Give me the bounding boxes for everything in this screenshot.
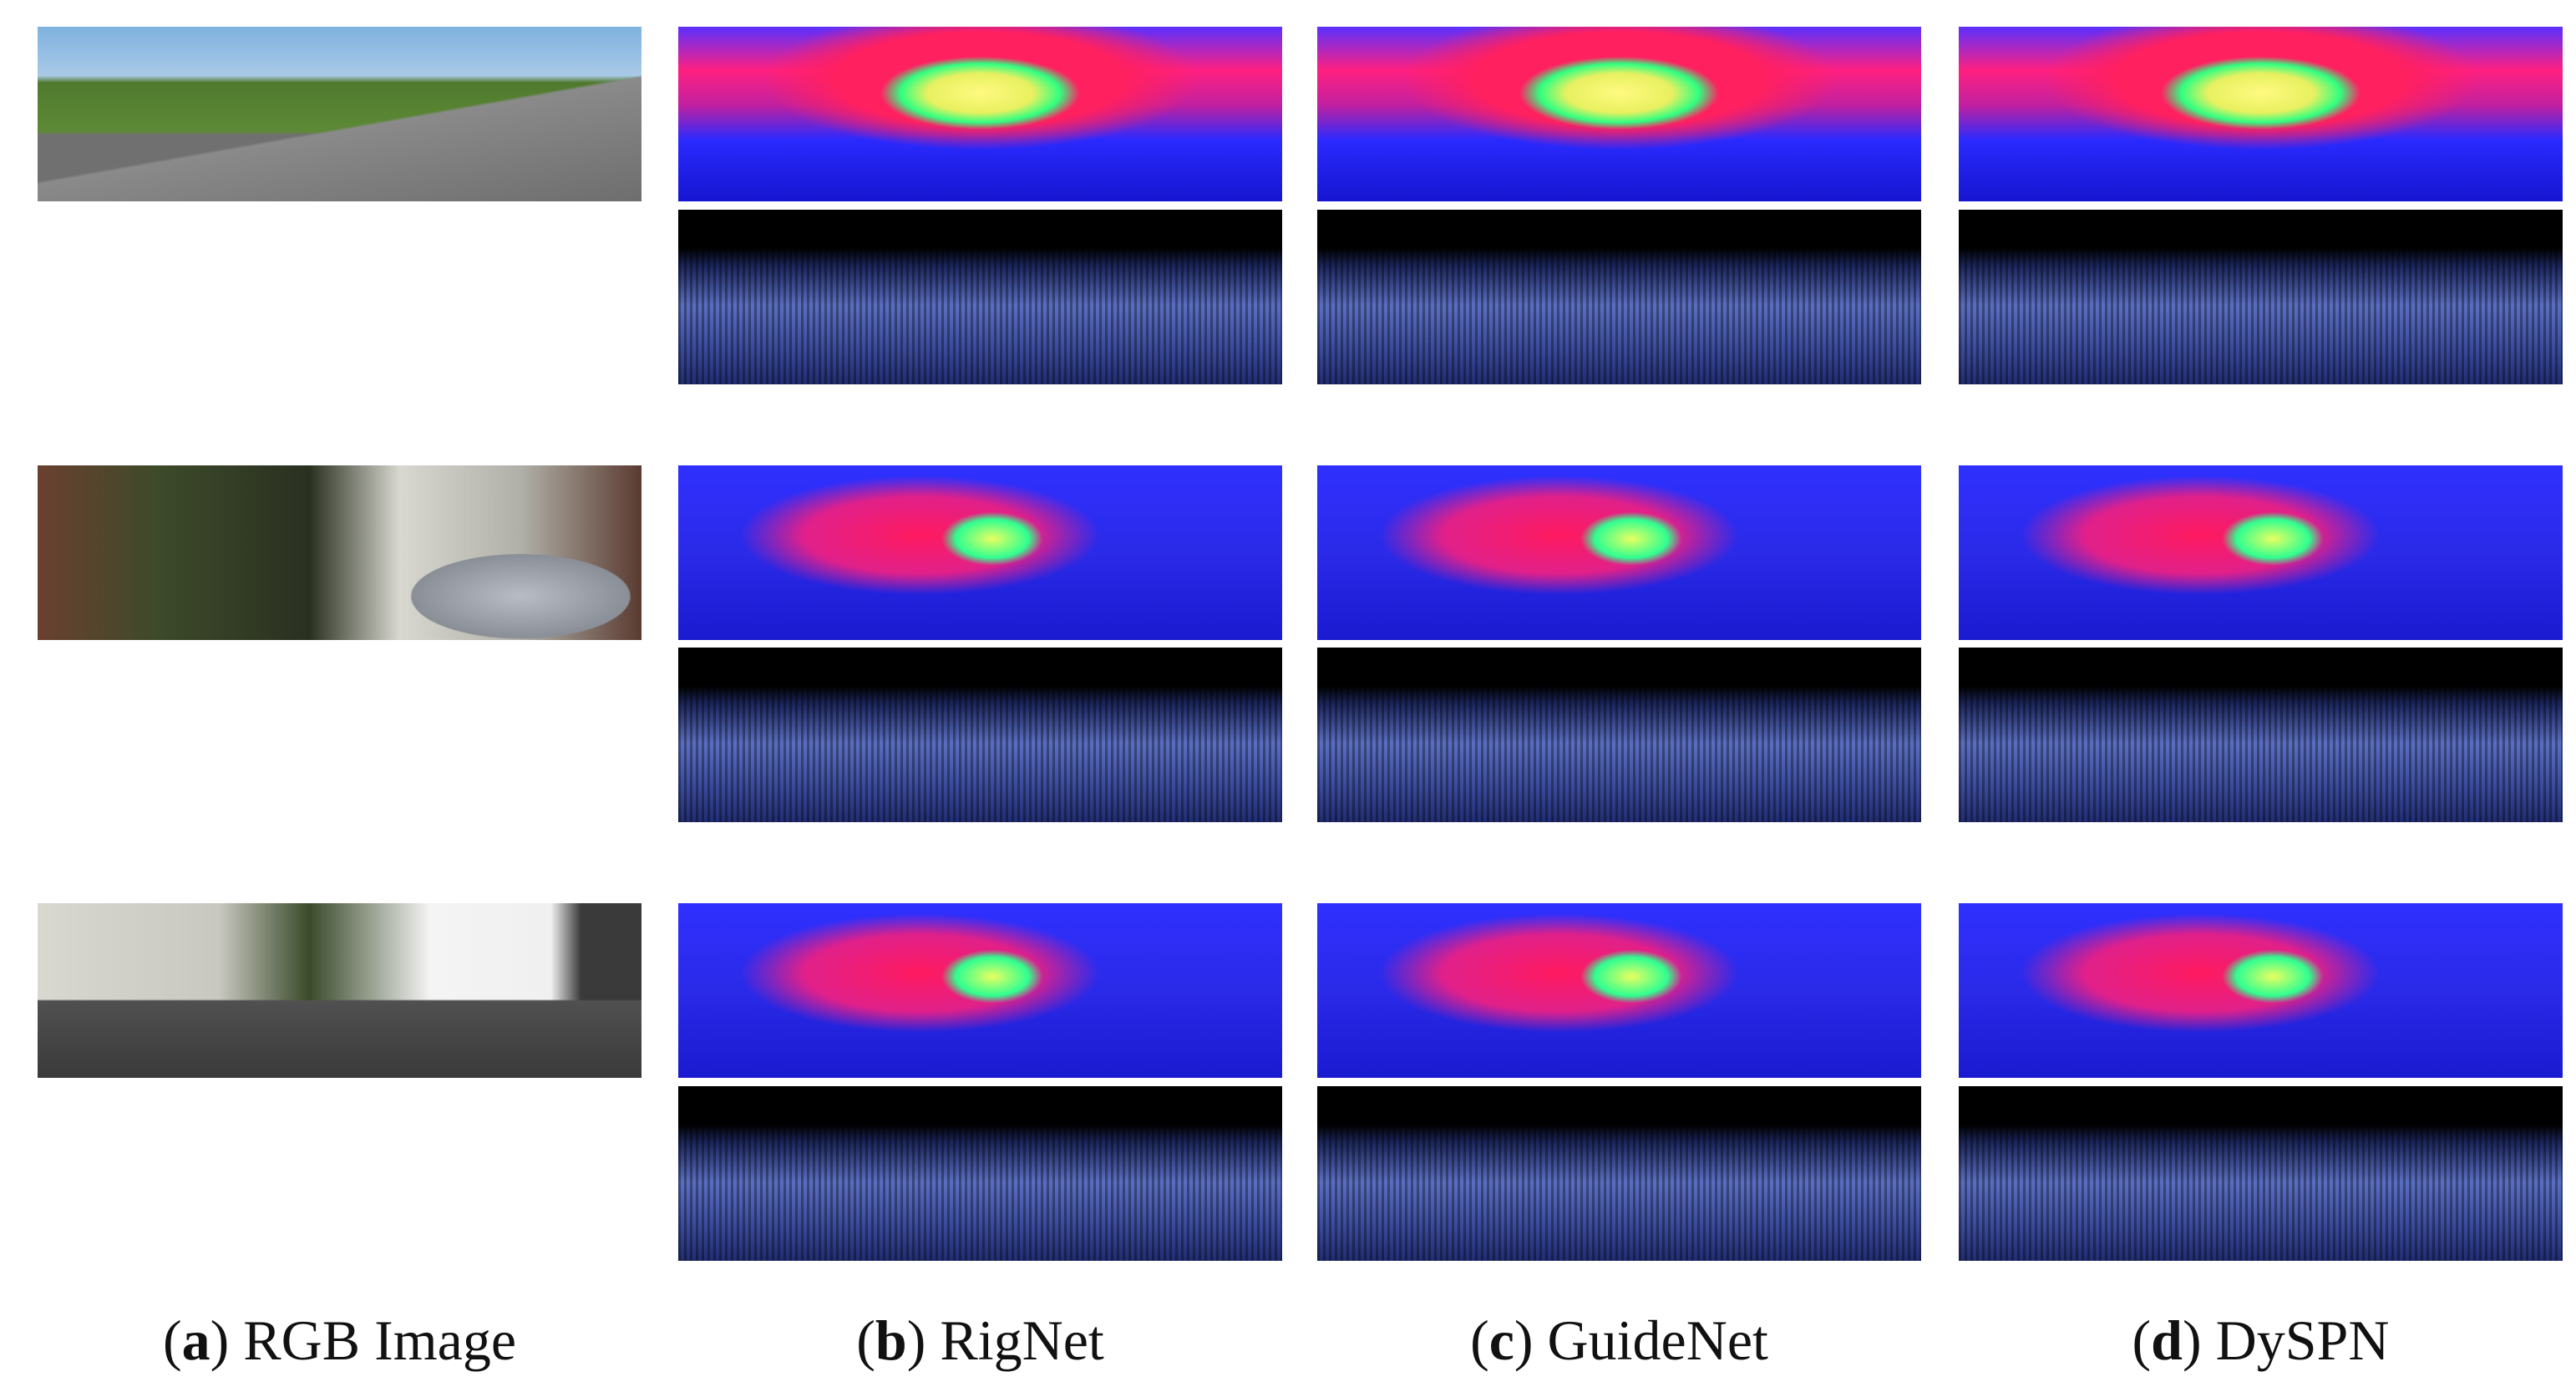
error-map [678, 210, 1282, 384]
depth-map [678, 903, 1282, 1078]
error-map [1959, 210, 2563, 384]
caption-text: ) RGB Image [210, 1308, 517, 1372]
error-map [1959, 648, 2563, 822]
depth-map [1959, 903, 2563, 1078]
caption: (a) RGB Image [38, 1308, 641, 1374]
depth-map [1317, 27, 1921, 201]
depth-map [1959, 465, 2563, 640]
error-map [1317, 210, 1921, 384]
caption: (b) RigNet [678, 1308, 1282, 1374]
caption-text: ) GuideNet [1514, 1308, 1768, 1372]
caption-letter: a [181, 1308, 210, 1372]
caption-text: ( [856, 1308, 875, 1372]
depth-map [1317, 465, 1921, 640]
caption-letter: c [1488, 1308, 1514, 1372]
depth-map [678, 465, 1282, 640]
caption: (c) GuideNet [1317, 1308, 1921, 1374]
depth-map [1959, 27, 2563, 201]
rgb-image [38, 465, 641, 640]
caption-letter: d [2151, 1308, 2183, 1372]
error-map [1317, 648, 1921, 822]
caption-text: ( [162, 1308, 182, 1372]
caption-text: ( [1470, 1308, 1489, 1372]
caption-text: ( [2132, 1308, 2152, 1372]
rgb-image [38, 903, 641, 1078]
error-map [678, 1086, 1282, 1261]
error-map [1959, 1086, 2563, 1261]
caption-text: ) RigNet [906, 1308, 1104, 1372]
error-map [1317, 1086, 1921, 1261]
caption-letter: b [875, 1308, 907, 1372]
rgb-image [38, 27, 641, 201]
caption-text: ) DySPN [2182, 1308, 2390, 1372]
caption: (d) DySPN [1959, 1308, 2563, 1374]
depth-map [1317, 903, 1921, 1078]
depth-map [678, 27, 1282, 201]
error-map [678, 648, 1282, 822]
